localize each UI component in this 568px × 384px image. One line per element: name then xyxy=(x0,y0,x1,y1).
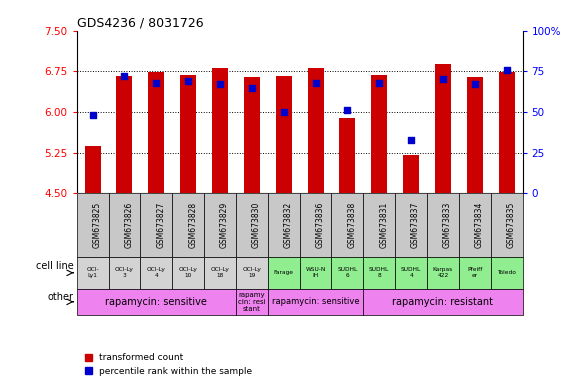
Text: Toledo: Toledo xyxy=(497,270,516,275)
FancyBboxPatch shape xyxy=(172,193,204,257)
FancyBboxPatch shape xyxy=(268,257,300,289)
Point xyxy=(470,81,479,88)
FancyBboxPatch shape xyxy=(427,193,459,257)
FancyBboxPatch shape xyxy=(204,193,236,257)
Bar xyxy=(340,118,356,193)
FancyBboxPatch shape xyxy=(77,257,108,289)
Point xyxy=(120,73,129,79)
Text: GSM673834: GSM673834 xyxy=(475,202,484,248)
Text: GSM673827: GSM673827 xyxy=(156,202,165,248)
Text: cell line: cell line xyxy=(36,262,73,271)
Text: Pfeiff
er: Pfeiff er xyxy=(467,267,482,278)
Bar xyxy=(308,68,324,193)
Legend: transformed count, percentile rank within the sample: transformed count, percentile rank withi… xyxy=(81,350,256,379)
Point xyxy=(88,112,97,118)
Text: rapamycin: resistant: rapamycin: resistant xyxy=(392,297,494,307)
Text: GSM673838: GSM673838 xyxy=(348,202,356,248)
Bar xyxy=(467,77,483,193)
FancyBboxPatch shape xyxy=(364,289,523,315)
Text: GSM673828: GSM673828 xyxy=(188,202,197,248)
Text: OCI-Ly
19: OCI-Ly 19 xyxy=(243,267,261,278)
Point xyxy=(438,76,448,83)
Bar xyxy=(435,64,451,193)
Bar xyxy=(180,74,196,193)
Text: WSU-N
IH: WSU-N IH xyxy=(306,267,325,278)
FancyBboxPatch shape xyxy=(395,193,427,257)
Text: rapamy
cin: resi
stant: rapamy cin: resi stant xyxy=(238,292,266,312)
FancyBboxPatch shape xyxy=(77,193,108,257)
FancyBboxPatch shape xyxy=(140,193,172,257)
Text: OCI-Ly
3: OCI-Ly 3 xyxy=(115,267,134,278)
Text: OCI-Ly
4: OCI-Ly 4 xyxy=(147,267,166,278)
Bar xyxy=(212,68,228,193)
Text: rapamycin: sensitive: rapamycin: sensitive xyxy=(272,297,360,306)
Text: GSM673832: GSM673832 xyxy=(283,202,293,248)
Text: GSM673835: GSM673835 xyxy=(507,202,516,248)
FancyBboxPatch shape xyxy=(395,257,427,289)
Text: GSM673831: GSM673831 xyxy=(379,202,389,248)
Text: GSM673837: GSM673837 xyxy=(411,202,420,248)
FancyBboxPatch shape xyxy=(204,257,236,289)
Bar xyxy=(275,76,291,193)
Point xyxy=(311,79,320,86)
Bar xyxy=(148,72,164,193)
Text: GSM673826: GSM673826 xyxy=(124,202,133,248)
Point xyxy=(215,81,224,88)
Text: Farage: Farage xyxy=(274,270,294,275)
Point xyxy=(407,136,416,142)
Text: GSM673829: GSM673829 xyxy=(220,202,229,248)
FancyBboxPatch shape xyxy=(236,193,268,257)
Point xyxy=(375,79,384,86)
Point xyxy=(279,109,288,115)
FancyBboxPatch shape xyxy=(108,257,140,289)
FancyBboxPatch shape xyxy=(427,257,459,289)
FancyBboxPatch shape xyxy=(108,193,140,257)
Text: SUDHL
8: SUDHL 8 xyxy=(369,267,390,278)
FancyBboxPatch shape xyxy=(459,193,491,257)
Bar xyxy=(116,76,132,193)
Text: OCI-Ly
10: OCI-Ly 10 xyxy=(179,267,198,278)
Point xyxy=(247,84,256,91)
Point xyxy=(152,79,161,86)
Text: OCI-
Ly1: OCI- Ly1 xyxy=(86,267,99,278)
FancyBboxPatch shape xyxy=(491,257,523,289)
FancyBboxPatch shape xyxy=(459,257,491,289)
Text: rapamycin: sensitive: rapamycin: sensitive xyxy=(105,297,207,307)
FancyBboxPatch shape xyxy=(300,193,332,257)
Text: SUDHL
4: SUDHL 4 xyxy=(401,267,421,278)
FancyBboxPatch shape xyxy=(332,257,364,289)
Text: other: other xyxy=(48,291,73,301)
FancyBboxPatch shape xyxy=(300,257,332,289)
Bar xyxy=(371,74,387,193)
Bar xyxy=(85,146,101,193)
Text: Karpas
422: Karpas 422 xyxy=(433,267,453,278)
Text: GSM673825: GSM673825 xyxy=(93,202,102,248)
Text: GSM673833: GSM673833 xyxy=(443,202,452,248)
Text: GSM673836: GSM673836 xyxy=(316,202,324,248)
Text: OCI-Ly
18: OCI-Ly 18 xyxy=(211,267,229,278)
Point xyxy=(502,66,511,73)
FancyBboxPatch shape xyxy=(364,193,395,257)
Bar xyxy=(499,72,515,193)
FancyBboxPatch shape xyxy=(268,193,300,257)
FancyBboxPatch shape xyxy=(77,289,236,315)
FancyBboxPatch shape xyxy=(236,289,268,315)
FancyBboxPatch shape xyxy=(364,257,395,289)
FancyBboxPatch shape xyxy=(172,257,204,289)
FancyBboxPatch shape xyxy=(268,289,364,315)
Bar xyxy=(403,155,419,193)
FancyBboxPatch shape xyxy=(491,193,523,257)
Point xyxy=(183,78,193,84)
FancyBboxPatch shape xyxy=(140,257,172,289)
FancyBboxPatch shape xyxy=(332,193,364,257)
Point xyxy=(343,107,352,113)
Text: SUDHL
6: SUDHL 6 xyxy=(337,267,357,278)
Bar xyxy=(244,77,260,193)
Text: GSM673830: GSM673830 xyxy=(252,202,261,248)
FancyBboxPatch shape xyxy=(236,257,268,289)
Text: GDS4236 / 8031726: GDS4236 / 8031726 xyxy=(77,17,203,30)
